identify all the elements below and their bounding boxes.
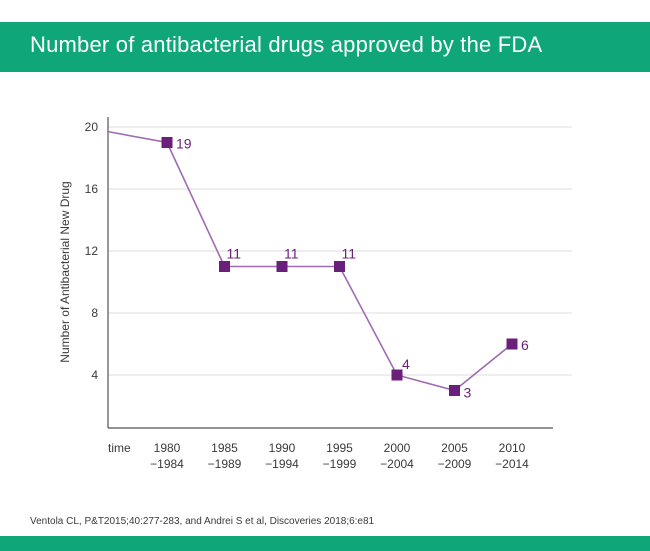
data-point-marker [449,385,460,396]
title-bar: Number of antibacterial drugs approved b… [0,22,650,72]
y-tick-label: 8 [91,306,98,320]
source-citation: Ventola CL, P&T2015;40:277-283, and Andr… [30,516,375,527]
x-tick-label: 1985 [211,441,238,455]
x-tick-label: −1984 [150,457,184,471]
x-tick-label: −1994 [265,457,299,471]
x-tick-label: 2005 [441,441,468,455]
x-tick-label: 1980 [154,441,181,455]
series-line [107,130,513,392]
chart-title: Number of antibacterial drugs approved b… [30,32,543,57]
data-point-marker [161,137,173,148]
data-point-marker [506,338,518,350]
data-label: 4 [402,356,410,372]
data-point-marker [276,261,288,272]
data-label: 11 [284,246,299,262]
x-tick-label: 2010 [499,441,526,455]
y-tick-label: 12 [85,244,99,258]
x-tick-label: −2009 [438,457,472,471]
data-label: 11 [227,246,242,262]
y-axis-label: Number of Antibacterial New Drug [58,181,72,362]
x-tick-label: 2000 [384,441,411,455]
data-label: 19 [176,136,192,152]
x-tick-label: 1995 [326,441,353,455]
data-label: 3 [464,385,472,401]
bottom-bar [0,536,650,551]
data-point-marker [391,369,403,381]
data-label: 11 [342,246,357,262]
x-tick-label: −2004 [380,457,414,471]
y-tick-label: 16 [85,182,99,196]
data-point-marker [334,261,345,272]
x-tick-label: 1990 [269,441,296,455]
x-tick-label: −1999 [323,457,357,471]
data-point-marker [219,261,230,272]
y-tick-label: 4 [91,368,98,382]
x-tick-label: −1989 [208,457,242,471]
x-tick-label: −2014 [495,457,529,471]
y-tick-label: 20 [85,120,99,134]
x-axis-label: time [108,441,131,455]
data-label: 6 [521,337,529,353]
